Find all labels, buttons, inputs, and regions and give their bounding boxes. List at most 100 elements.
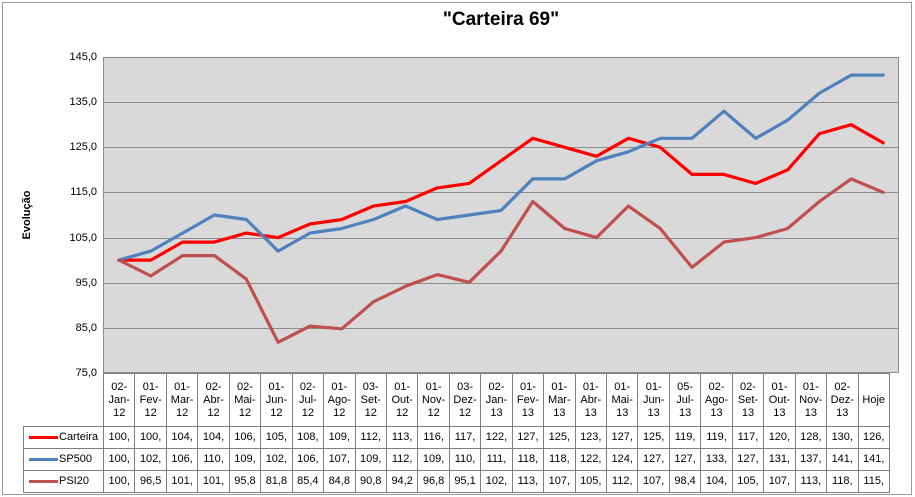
value-cell: 137,	[794, 448, 828, 471]
value-cell: 85,4	[291, 470, 325, 493]
value-cell: 113,	[385, 426, 419, 449]
value-cell: 119,	[700, 426, 733, 449]
value-cell: 113,	[511, 470, 545, 493]
value-cell: 133,	[700, 448, 733, 471]
value-cell: 128,	[794, 426, 828, 449]
value-cell: 102,	[260, 448, 293, 471]
value-cell: 96,8	[417, 470, 450, 493]
value-cell: 112,	[605, 470, 639, 493]
series-line-psi20	[117, 177, 885, 344]
category-header-cell: 01- Nov- 12	[417, 373, 450, 427]
legend-cell-sp500: SP500	[23, 448, 104, 471]
y-tick-label: 145,0	[69, 51, 97, 63]
value-cell: 112,	[354, 426, 387, 449]
value-cell: 110,	[197, 448, 230, 471]
value-cell: 95,8	[228, 470, 262, 493]
category-header-cell: 02- Mai- 12	[228, 373, 262, 427]
table-row-sp500: SP500 100, 102, 106, 110, 109, 102, 106, 107, 109…	[23, 448, 890, 471]
value-cell: 107,	[763, 470, 796, 493]
legend-key-line-icon	[29, 436, 58, 439]
category-header-cell: 01- Jun- 12	[260, 373, 293, 427]
value-cell: 101,	[165, 470, 199, 493]
series-line-sp500	[117, 73, 885, 262]
category-header-cell: 01- Out- 12	[385, 373, 419, 427]
value-cell: 100,	[102, 426, 136, 449]
table-row-psi20: PSI20 100, 96,5 101, 101, 95,8 81,8 85,4 84,8 90,…	[23, 470, 890, 493]
value-cell: 117,	[731, 426, 765, 449]
value-cell: 131,	[763, 448, 796, 471]
category-header-cell: 01- Jun- 13	[637, 373, 670, 427]
value-cell: 127,	[605, 426, 639, 449]
value-cell: 84,8	[323, 470, 356, 493]
value-cell: 115,	[857, 470, 890, 493]
value-cell: 102,	[134, 448, 167, 471]
value-cell: 130,	[826, 426, 859, 449]
value-cell: 123,	[574, 426, 608, 449]
plot-background	[103, 57, 899, 373]
category-header-cell: 03- Dez- 12	[448, 373, 482, 427]
legend-key-line-icon	[29, 458, 58, 461]
y-tick-label: 95,0	[75, 276, 97, 289]
category-header-cell: Hoje	[857, 373, 890, 427]
value-cell: 101,	[197, 470, 230, 493]
value-cell: 108,	[291, 426, 325, 449]
value-cell: 112,	[385, 448, 419, 471]
value-cell: 111,	[480, 448, 513, 471]
y-tick-label: 75,0	[75, 367, 97, 379]
chart-data-table: 02- Jan- 12 01- Fev- 12 01- Mar- 12 02- Abr…	[23, 373, 890, 493]
legend-cell-psi20: PSI20	[23, 470, 104, 493]
value-cell: 107,	[543, 470, 576, 493]
category-header-cell: 02- Jul- 12	[291, 373, 325, 427]
value-cell: 98,4	[668, 470, 702, 493]
legend-label: Carteira	[59, 431, 99, 443]
value-cell: 125,	[543, 426, 576, 449]
value-cell: 105,	[260, 426, 293, 449]
value-cell: 113,	[794, 470, 828, 493]
value-cell: 107,	[323, 448, 356, 471]
value-cell: 116,	[417, 426, 450, 449]
legend-cell-carteira: Carteira	[23, 426, 104, 449]
category-header-cell: 02- Dez- 13	[826, 373, 859, 427]
y-tick-label: 85,0	[75, 321, 97, 334]
value-cell: 122,	[480, 426, 513, 449]
value-cell: 106,	[228, 426, 262, 449]
value-cell: 126,	[857, 426, 890, 449]
value-cell: 127,	[668, 448, 702, 471]
category-header-cell: 01- Mar- 12	[165, 373, 199, 427]
value-cell: 94,2	[385, 470, 419, 493]
y-tick-label: 115,0	[70, 186, 97, 199]
category-header-cell: 01- Fev- 12	[134, 373, 167, 427]
value-cell: 106,	[165, 448, 199, 471]
value-cell: 127,	[637, 448, 670, 471]
category-header-cell: 01- Fev- 13	[511, 373, 545, 427]
value-cell: 105,	[731, 470, 765, 493]
value-cell: 96,5	[134, 470, 167, 493]
value-cell: 90,8	[354, 470, 387, 493]
value-cell: 118,	[826, 470, 859, 493]
y-tick-label: 125,0	[69, 141, 97, 154]
plot-border	[103, 57, 899, 373]
value-cell: 109,	[228, 448, 262, 471]
value-cell: 125,	[637, 426, 670, 449]
value-cell: 100,	[102, 448, 136, 471]
value-cell: 100,	[134, 426, 167, 449]
value-cell: 109,	[354, 448, 387, 471]
value-cell: 118,	[543, 448, 576, 471]
category-header-cell: 02- Abr- 12	[197, 373, 230, 427]
value-cell: 120,	[763, 426, 796, 449]
plot-svg	[103, 57, 899, 373]
legend-spacer	[24, 374, 104, 427]
value-cell: 127,	[511, 426, 545, 449]
value-cell: 109,	[417, 448, 450, 471]
category-header-cell: 01- Abr- 13	[574, 373, 608, 427]
value-cell: 109,	[323, 426, 356, 449]
value-cell: 127,	[731, 448, 765, 471]
value-cell: 106,	[291, 448, 325, 471]
value-cell: 110,	[448, 448, 482, 471]
category-header-cell: 02- Jan- 13	[480, 373, 513, 427]
category-header-cell: 02- Set- 13	[731, 373, 765, 427]
legend-key-line-icon	[29, 480, 58, 483]
table-row-carteira: Carteira 100, 100, 104, 104, 106, 105, 108, 109,…	[23, 426, 890, 449]
category-header-cell: 02- Ago- 13	[700, 373, 733, 427]
